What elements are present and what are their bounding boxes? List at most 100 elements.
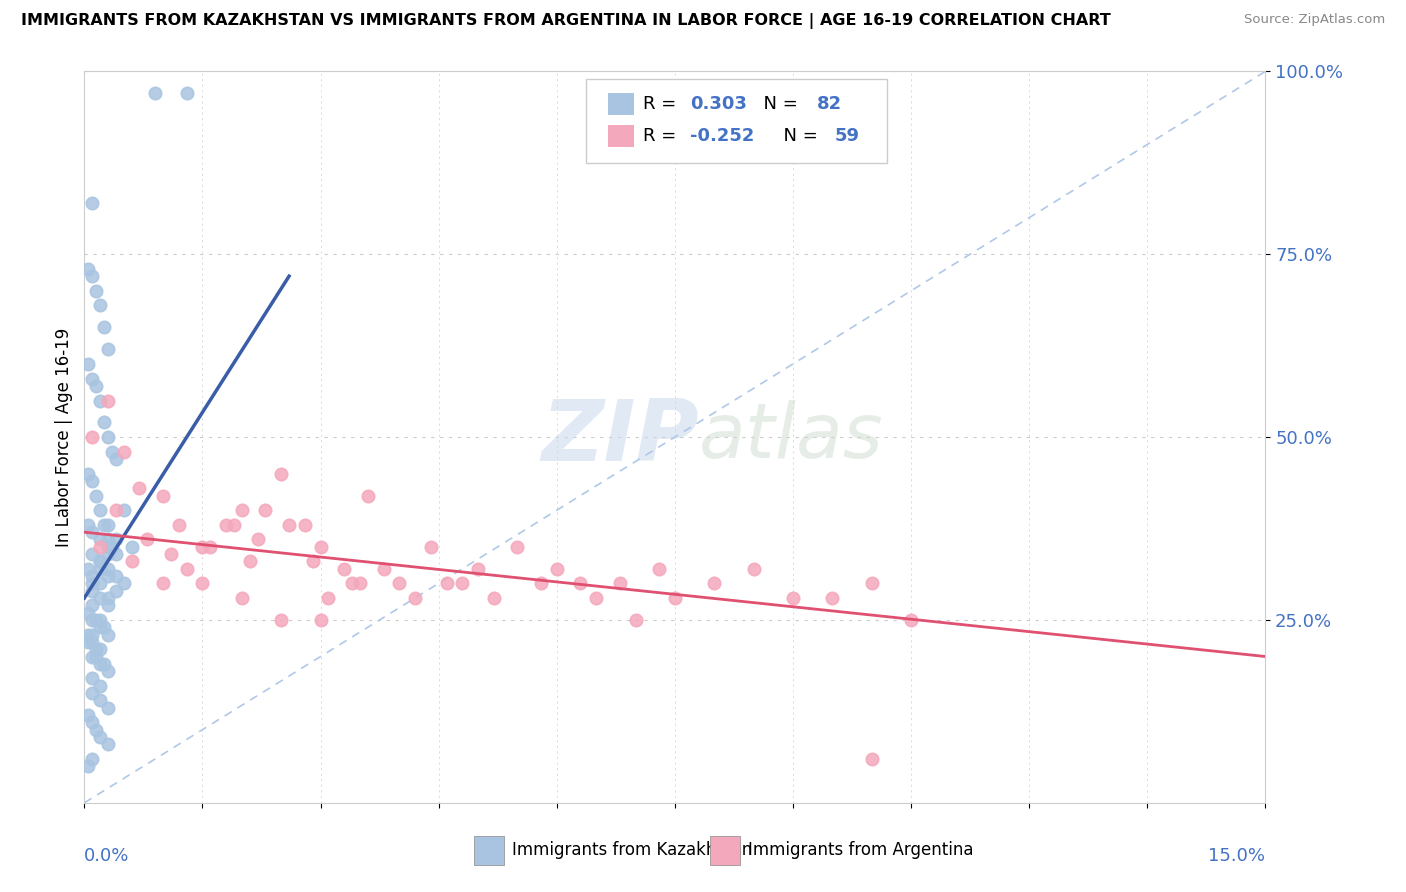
Point xyxy=(388,576,411,591)
Text: Immigrants from Kazakhstan: Immigrants from Kazakhstan xyxy=(512,841,752,859)
Text: R =: R = xyxy=(643,95,682,113)
Point xyxy=(318,591,340,605)
Point xyxy=(89,642,111,657)
Text: Source: ZipAtlas.com: Source: ZipAtlas.com xyxy=(1244,13,1385,27)
Point xyxy=(82,672,104,686)
Text: R =: R = xyxy=(643,127,682,145)
Point xyxy=(301,554,323,568)
Point xyxy=(82,613,104,627)
Point xyxy=(82,649,104,664)
Point xyxy=(97,700,120,714)
Point xyxy=(89,540,111,554)
Point xyxy=(254,503,277,517)
Point xyxy=(82,599,104,613)
Point xyxy=(349,576,371,591)
Point xyxy=(215,517,238,532)
Text: IMMIGRANTS FROM KAZAKHSTAN VS IMMIGRANTS FROM ARGENTINA IN LABOR FORCE | AGE 16-: IMMIGRANTS FROM KAZAKHSTAN VS IMMIGRANTS… xyxy=(21,13,1111,29)
Point xyxy=(191,576,214,591)
Point xyxy=(97,533,120,547)
Point xyxy=(82,474,104,488)
Point xyxy=(84,379,107,393)
Point xyxy=(231,591,253,605)
Bar xyxy=(474,836,503,865)
Point xyxy=(93,517,115,532)
Point xyxy=(82,752,104,766)
Point xyxy=(97,569,120,583)
Point xyxy=(404,591,426,605)
Point xyxy=(93,320,115,334)
Point xyxy=(467,562,489,576)
Point xyxy=(373,562,395,576)
Point xyxy=(82,686,104,700)
Point xyxy=(97,540,120,554)
Point xyxy=(89,620,111,634)
Point xyxy=(77,635,100,649)
Point xyxy=(82,569,104,583)
Point xyxy=(93,416,115,430)
Point xyxy=(93,657,115,671)
Point xyxy=(77,517,100,532)
Point xyxy=(451,576,474,591)
Point xyxy=(89,576,111,591)
Point xyxy=(569,576,592,591)
Bar xyxy=(607,125,634,146)
Point xyxy=(89,533,111,547)
Point xyxy=(609,576,631,591)
Point xyxy=(82,525,104,540)
Point xyxy=(77,708,100,723)
Point xyxy=(160,547,183,561)
Bar xyxy=(607,94,634,115)
Point xyxy=(77,467,100,481)
Point xyxy=(546,562,568,576)
Point xyxy=(419,540,441,554)
Point xyxy=(167,517,190,532)
Point xyxy=(530,576,553,591)
Point xyxy=(101,540,124,554)
Point xyxy=(294,517,316,532)
Point xyxy=(278,517,301,532)
Point xyxy=(82,430,104,444)
Point xyxy=(270,613,292,627)
Point xyxy=(93,620,115,634)
Point xyxy=(84,489,107,503)
FancyBboxPatch shape xyxy=(586,78,887,163)
Point xyxy=(112,444,135,458)
Point xyxy=(860,752,883,766)
Text: -0.252: -0.252 xyxy=(690,127,755,145)
Point xyxy=(97,562,120,576)
Point xyxy=(82,627,104,641)
Point xyxy=(84,642,107,657)
Text: ZIP: ZIP xyxy=(541,395,699,479)
Point xyxy=(97,591,120,605)
Point xyxy=(89,298,111,312)
Point xyxy=(121,554,143,568)
Point xyxy=(84,284,107,298)
Point xyxy=(77,357,100,371)
Point xyxy=(89,554,111,568)
Point xyxy=(104,569,127,583)
Point xyxy=(506,540,529,554)
Point xyxy=(176,87,198,101)
Point xyxy=(821,591,844,605)
Point xyxy=(89,657,111,671)
Point xyxy=(97,430,120,444)
Point xyxy=(246,533,269,547)
Point xyxy=(191,540,214,554)
Text: 59: 59 xyxy=(834,127,859,145)
Point xyxy=(104,583,127,598)
Point xyxy=(200,540,222,554)
Point xyxy=(97,393,120,408)
Point xyxy=(309,613,332,627)
Point xyxy=(97,737,120,751)
Point xyxy=(77,606,100,620)
Point xyxy=(624,613,647,627)
Point xyxy=(152,489,174,503)
Point xyxy=(89,693,111,707)
Point xyxy=(89,554,111,568)
Point xyxy=(436,576,458,591)
Point xyxy=(89,393,111,408)
Point xyxy=(84,613,107,627)
Point xyxy=(128,481,150,495)
Text: 0.0%: 0.0% xyxy=(84,847,129,864)
Text: 0.303: 0.303 xyxy=(690,95,747,113)
